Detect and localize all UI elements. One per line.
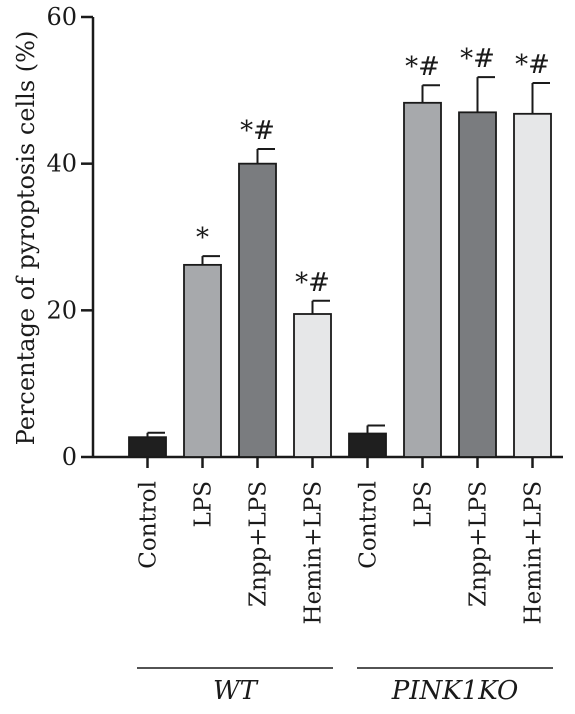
bar <box>293 313 332 458</box>
category-label: LPS <box>411 481 437 528</box>
category-label: Znpp+LPS <box>466 481 492 607</box>
bar <box>403 101 442 458</box>
bar <box>458 111 497 458</box>
y-tick-label: 60 <box>46 3 77 31</box>
category-label: LPS <box>191 481 217 528</box>
group-label: PINK1KO <box>391 676 519 706</box>
bar <box>238 162 277 458</box>
labels-layer: Control * LPS *# Znpp+LPS *# Hemin+LPS WT Contro… <box>136 44 553 706</box>
bars-layer <box>128 76 552 458</box>
category-label: Hemin+LPS <box>301 481 327 624</box>
significance-label: *# <box>295 268 330 298</box>
category-label: Control <box>136 481 162 569</box>
y-tick-label: 40 <box>46 150 77 178</box>
y-tick-label: 0 <box>62 443 77 471</box>
y-axis-label: Percentage of pyroptosis cells (%) <box>12 31 40 446</box>
category-label: Hemin+LPS <box>521 481 547 624</box>
bar <box>183 263 222 458</box>
y-tick-label: 20 <box>46 296 77 324</box>
axes: 0 20 40 60 <box>46 3 563 471</box>
significance-label: *# <box>240 116 275 146</box>
category-label: Znpp+LPS <box>246 481 272 607</box>
significance-label: *# <box>460 44 495 74</box>
significance-label: *# <box>515 50 550 80</box>
significance-label: * <box>196 223 209 253</box>
bar <box>128 436 167 458</box>
bar <box>513 112 552 458</box>
significance-label: *# <box>405 52 440 82</box>
bar <box>348 432 387 458</box>
category-label: Control <box>356 481 382 569</box>
group-label: WT <box>213 676 259 706</box>
